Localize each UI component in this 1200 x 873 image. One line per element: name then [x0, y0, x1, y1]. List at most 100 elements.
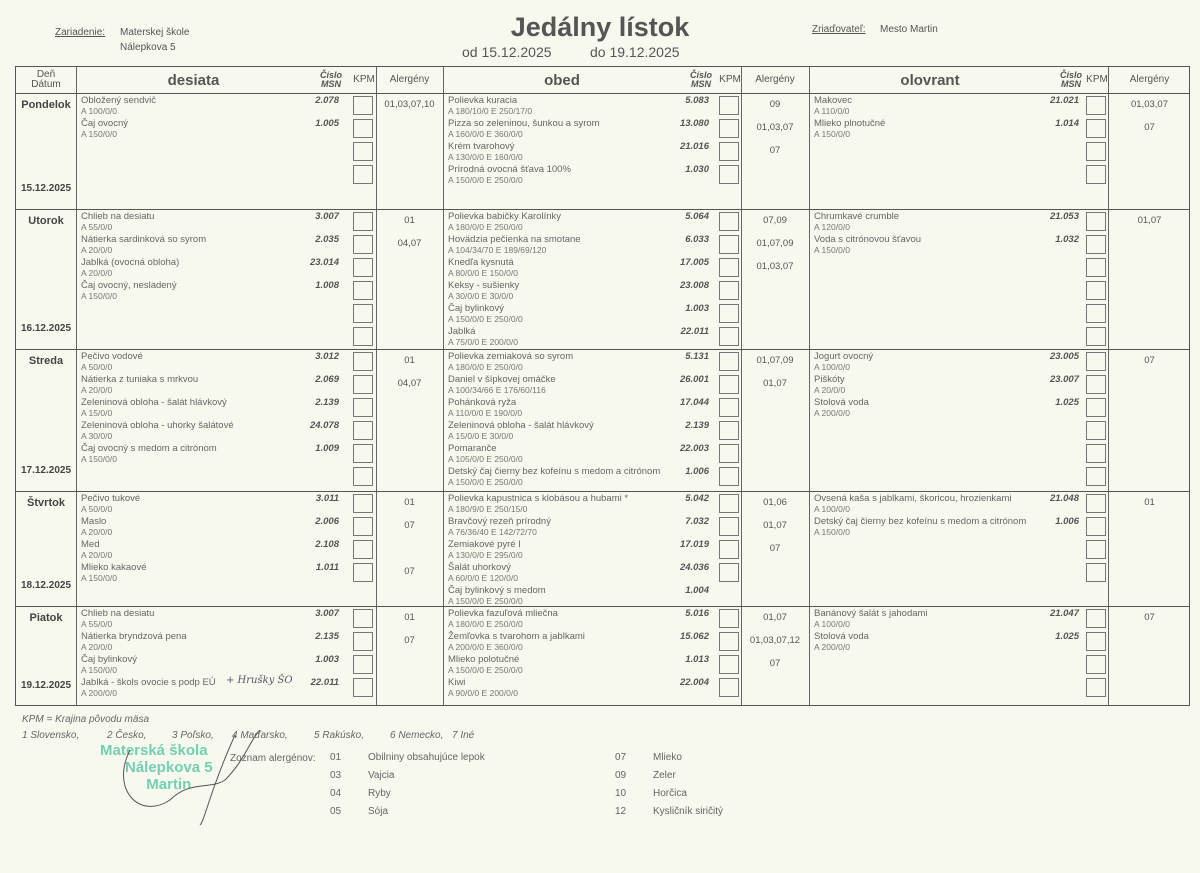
kpm-checkbox[interactable]	[719, 258, 739, 277]
kpm-checkbox[interactable]	[1086, 235, 1106, 254]
menu-item-msn: 22.011	[310, 677, 339, 688]
kpm-checkbox[interactable]	[719, 563, 739, 582]
kpm-checkbox[interactable]	[719, 655, 739, 674]
menu-item-portion: A 110/0/0	[814, 106, 850, 116]
kpm-checkbox[interactable]	[353, 678, 373, 697]
kpm-checkbox[interactable]	[719, 421, 739, 440]
kpm-checkbox[interactable]	[1086, 421, 1106, 440]
menu-item-portion: A 150/0/0	[81, 454, 117, 464]
kpm-checkbox[interactable]	[1086, 632, 1106, 651]
menu-item-name: Chlieb na desiatu	[81, 608, 155, 619]
kpm-checkbox[interactable]	[353, 142, 373, 161]
kpm-checkbox[interactable]	[719, 235, 739, 254]
kpm-checkbox[interactable]	[1086, 444, 1106, 463]
kpm-checkbox[interactable]	[1086, 327, 1106, 346]
kpm-checkbox[interactable]	[353, 609, 373, 628]
kpm-checkbox[interactable]	[353, 632, 373, 651]
kpm-checkbox[interactable]	[1086, 655, 1106, 674]
kpm-checkbox[interactable]	[353, 517, 373, 536]
kpm-checkbox[interactable]	[1086, 678, 1106, 697]
menu-item-name: Mlieko plnotučné	[814, 118, 886, 129]
kpm-checkbox[interactable]	[353, 258, 373, 277]
kpm-checkbox[interactable]	[719, 304, 739, 323]
kpm-checkbox[interactable]	[353, 235, 373, 254]
kpm-checkbox[interactable]	[353, 119, 373, 138]
kpm-checkbox[interactable]	[719, 281, 739, 300]
kpm-checkbox[interactable]	[719, 212, 739, 231]
kpm-checkbox[interactable]	[719, 494, 739, 513]
kpm-checkbox[interactable]	[353, 540, 373, 559]
kpm-checkbox[interactable]	[719, 119, 739, 138]
kpm-checkbox[interactable]	[719, 609, 739, 628]
kpm-checkbox[interactable]	[1086, 96, 1106, 115]
kpm-checkbox[interactable]	[1086, 165, 1106, 184]
kpm-checkbox[interactable]	[1086, 494, 1106, 513]
menu-item-portion: A 20/0/0	[81, 245, 113, 255]
kpm-checkbox[interactable]	[1086, 375, 1106, 394]
kpm-checkbox[interactable]	[719, 352, 739, 371]
stamp-line: Materská škola	[99, 742, 208, 759]
row-divider	[16, 491, 1189, 492]
kpm-checkbox[interactable]	[353, 281, 373, 300]
menu-item-name: Stolová voda	[814, 397, 869, 408]
kpm-checkbox[interactable]	[719, 375, 739, 394]
school-stamp: Materská škola Nálepkova 5 Martin	[95, 742, 213, 793]
kpm-checkbox[interactable]	[1086, 119, 1106, 138]
kpm-checkbox[interactable]	[353, 444, 373, 463]
allergens-header: Alergény	[1129, 74, 1170, 85]
kpm-checkbox[interactable]	[353, 398, 373, 417]
kpm-checkbox[interactable]	[1086, 258, 1106, 277]
kpm-checkbox[interactable]	[719, 398, 739, 417]
menu-item-name: Čaj ovocný	[81, 118, 128, 129]
kpm-checkbox[interactable]	[353, 375, 373, 394]
kpm-checkbox[interactable]	[353, 96, 373, 115]
menu-item-portion: A 20/0/0	[81, 642, 113, 652]
menu-item-name: Keksy - sušienky	[448, 280, 520, 291]
kpm-checkbox[interactable]	[1086, 281, 1106, 300]
date-header: Dátum	[31, 79, 61, 90]
day-name: Pondelok	[21, 99, 71, 111]
menu-item-name: Žemľovka s tvarohom a jablkami	[448, 631, 585, 642]
kpm-checkbox[interactable]	[719, 517, 739, 536]
kpm-checkbox[interactable]	[719, 327, 739, 346]
kpm-checkbox[interactable]	[719, 444, 739, 463]
meal-header-obed: obed	[544, 71, 580, 89]
allergen-code: 01	[330, 752, 342, 763]
kpm-checkbox[interactable]	[719, 142, 739, 161]
kpm-checkbox[interactable]	[353, 304, 373, 323]
kpm-checkbox[interactable]	[353, 212, 373, 231]
kpm-checkbox[interactable]	[1086, 304, 1106, 323]
kpm-checkbox[interactable]	[1086, 540, 1106, 559]
kpm-checkbox[interactable]	[353, 655, 373, 674]
kpm-checkbox[interactable]	[719, 467, 739, 486]
kpm-checkbox[interactable]	[1086, 467, 1106, 486]
kpm-checkbox[interactable]	[1086, 142, 1106, 161]
kpm-checkbox[interactable]	[719, 678, 739, 697]
menu-item-msn: 1.025	[1055, 631, 1079, 642]
kpm-checkbox[interactable]	[1086, 609, 1106, 628]
menu-item-msn: 21.021	[1049, 95, 1079, 106]
kpm-checkbox[interactable]	[719, 632, 739, 651]
kpm-checkbox[interactable]	[1086, 563, 1106, 582]
msn-header: Číslo MSN	[311, 67, 351, 93]
kpm-checkbox[interactable]	[719, 96, 739, 115]
kpm-checkbox[interactable]	[353, 165, 373, 184]
menu-item-allergens: 07	[1144, 122, 1155, 133]
menu-item-portion: A 110/0/0 E 190/0/0	[448, 408, 523, 418]
kpm-checkbox[interactable]	[1086, 212, 1106, 231]
kpm-checkbox[interactable]	[353, 494, 373, 513]
kpm-checkbox[interactable]	[719, 540, 739, 559]
kpm-checkbox[interactable]	[353, 467, 373, 486]
kpm-checkbox[interactable]	[1086, 352, 1106, 371]
kpm-checkbox[interactable]	[1086, 517, 1106, 536]
menu-item-msn: 23.008	[679, 280, 709, 291]
kpm-checkbox[interactable]	[353, 421, 373, 440]
menu-item-name: Polievka kuracia	[448, 95, 518, 106]
kpm-checkbox[interactable]	[353, 563, 373, 582]
menu-item-portion: A 120/0/0	[814, 222, 850, 232]
kpm-checkbox[interactable]	[353, 352, 373, 371]
kpm-checkbox[interactable]	[353, 327, 373, 346]
kpm-checkbox[interactable]	[719, 165, 739, 184]
day-date: 18.12.2025	[20, 580, 72, 591]
kpm-checkbox[interactable]	[1086, 398, 1106, 417]
